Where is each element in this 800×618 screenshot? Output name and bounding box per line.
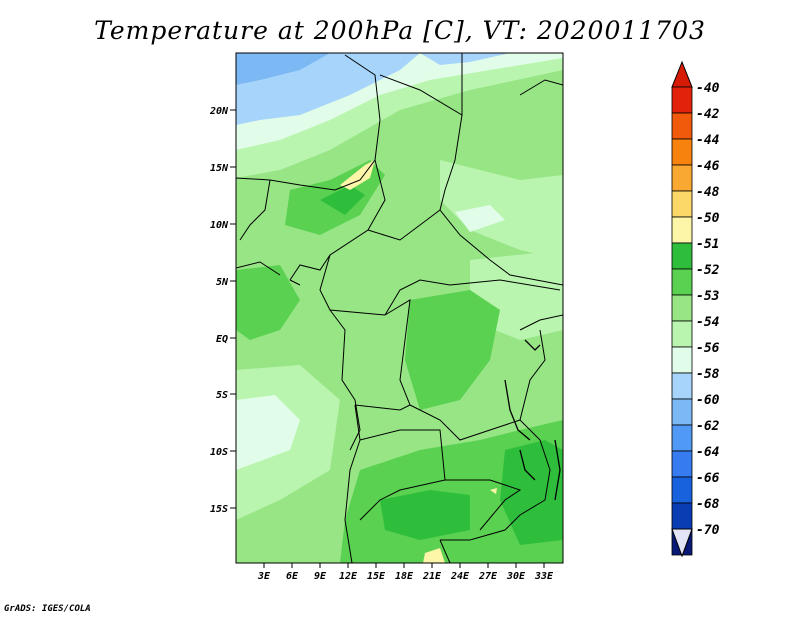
legend-label: -56	[696, 341, 720, 356]
field-band-51-south	[380, 490, 470, 540]
lon-label: 9E	[314, 571, 327, 582]
legend-swatch	[671, 320, 693, 348]
legend-swatch	[671, 190, 693, 218]
legend-swatch	[671, 424, 693, 452]
legend-label: -64	[696, 445, 720, 460]
lat-label: 10S	[210, 447, 228, 458]
legend-swatch	[671, 164, 693, 192]
field-band-58-north	[420, 53, 510, 65]
lon-label: 27E	[478, 571, 498, 582]
legend-label: -53	[696, 289, 720, 304]
country-borders	[236, 53, 563, 563]
legend-swatch	[671, 112, 693, 140]
legend-label: -44	[696, 133, 720, 148]
lon-label: 21E	[422, 571, 442, 582]
legend-bottom-arrow	[671, 528, 693, 558]
lat-label: 20N	[209, 106, 229, 117]
lat-label: 5S	[216, 390, 228, 401]
legend-label: -58	[696, 367, 720, 382]
field-band-50-south	[423, 548, 445, 563]
legend-swatch	[671, 294, 693, 322]
field-band-50-lakechad	[340, 160, 375, 190]
lon-axis: 3E 6E 9E 12E 15E 18E 21E 24E 27E 30E 33E	[257, 563, 554, 582]
legend-swatch	[671, 372, 693, 400]
legend-label: -42	[696, 107, 720, 122]
legend-label: -70	[696, 523, 720, 538]
chart-title: Temperature at 200hPa [C], VT: 202001170…	[94, 16, 706, 45]
lat-label: EQ	[216, 334, 228, 345]
legend-top-arrow	[671, 60, 693, 88]
field-band-50-spot	[490, 488, 497, 494]
field-band-56-west	[236, 395, 300, 470]
lon-label: 15E	[367, 571, 386, 582]
legend-swatch	[671, 476, 693, 504]
field-band-52-congo	[405, 290, 500, 410]
legend-swatch	[671, 450, 693, 478]
legend-swatch	[671, 268, 693, 296]
lon-label: 18E	[395, 571, 414, 582]
legend-label: -40	[696, 81, 720, 96]
field-band-56-east	[455, 205, 505, 232]
lat-axis: 20N 15N 10N 5N EQ 5S 10S 15S	[209, 106, 236, 515]
legend-label: -50	[696, 211, 720, 226]
lat-label: 5N	[216, 277, 229, 288]
legend-label: -66	[696, 471, 720, 486]
credit-text: GrADS: IGES/COLA	[4, 604, 91, 614]
legend-label: -54	[696, 315, 720, 330]
field-band-52-gulf	[236, 265, 300, 340]
temperature-field	[236, 53, 563, 563]
legend-label: -52	[696, 263, 720, 278]
legend-label: -68	[696, 497, 720, 512]
lon-label: 24E	[450, 571, 470, 582]
legend-label: -48	[696, 185, 720, 200]
map-frame	[235, 52, 564, 564]
field-band-51-sahel	[320, 185, 365, 215]
lon-label: 6E	[286, 571, 299, 582]
lat-label: 15S	[210, 504, 228, 515]
legend-swatch	[671, 138, 693, 166]
legend-swatch	[671, 86, 693, 114]
legend-swatch	[671, 242, 693, 270]
lat-label: 15N	[210, 163, 229, 174]
lon-label: 3E	[257, 571, 271, 582]
lon-label: 12E	[339, 571, 358, 582]
legend-swatch	[671, 346, 693, 374]
field-band-54-east	[440, 160, 563, 260]
lon-label: 30E	[506, 571, 526, 582]
legend-swatch	[671, 502, 693, 530]
legend-label: -46	[696, 159, 720, 174]
color-legend: -40 -42 -44 -46 -48 -50 -51 -52 -53 -54 -56 -58 -60 -…	[671, 60, 720, 558]
lakes	[504, 339, 561, 501]
lat-label: 10N	[210, 220, 229, 231]
field-band-60-northwest	[236, 53, 330, 85]
legend-label: -51	[696, 237, 719, 252]
lon-label: 33E	[534, 571, 554, 582]
legend-label: -60	[696, 393, 720, 408]
legend-swatch	[671, 398, 693, 426]
legend-swatch	[671, 216, 693, 244]
legend-label: -62	[696, 419, 720, 434]
